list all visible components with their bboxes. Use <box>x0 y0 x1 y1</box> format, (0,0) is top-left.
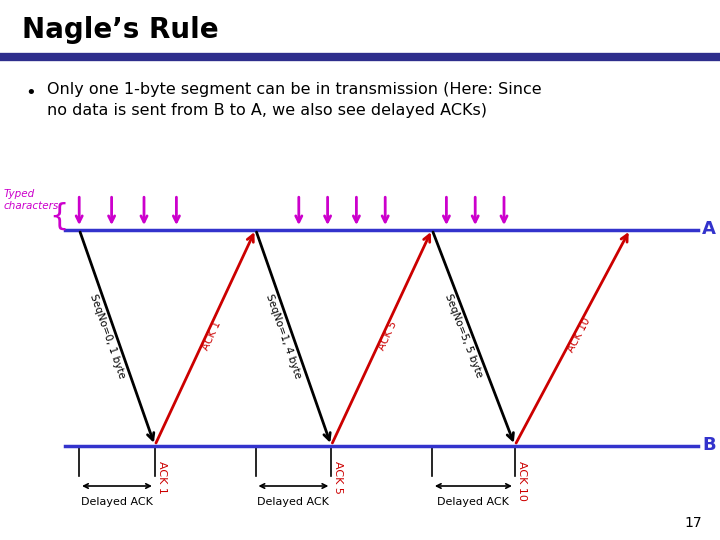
Text: ACK 10: ACK 10 <box>565 316 592 354</box>
Text: ACK 1: ACK 1 <box>157 461 167 494</box>
Text: B: B <box>702 436 716 455</box>
Text: Delayed ACK: Delayed ACK <box>258 497 329 507</box>
Text: SeqNo=5, 5 byte: SeqNo=5, 5 byte <box>443 293 485 379</box>
Text: Delayed ACK: Delayed ACK <box>438 497 509 507</box>
Text: ACK 5: ACK 5 <box>377 319 399 352</box>
Text: SeqNo=1, 4 byte: SeqNo=1, 4 byte <box>264 292 303 380</box>
Text: 17: 17 <box>685 516 702 530</box>
Text: A: A <box>702 220 716 239</box>
Text: Delayed ACK: Delayed ACK <box>81 497 153 507</box>
Text: SeqNo=0, 1 byte: SeqNo=0, 1 byte <box>88 292 127 380</box>
Text: Nagle’s Rule: Nagle’s Rule <box>22 16 218 44</box>
Text: ACK 5: ACK 5 <box>333 461 343 494</box>
Text: Only one 1-byte segment can be in transmission (Here: Since
no data is sent from: Only one 1-byte segment can be in transm… <box>47 82 541 118</box>
Text: ACK 10: ACK 10 <box>517 461 527 501</box>
Text: {: { <box>50 201 68 231</box>
Text: •: • <box>25 84 36 102</box>
Text: ACK 1: ACK 1 <box>200 319 222 352</box>
Text: Typed
characters: Typed characters <box>4 189 59 211</box>
